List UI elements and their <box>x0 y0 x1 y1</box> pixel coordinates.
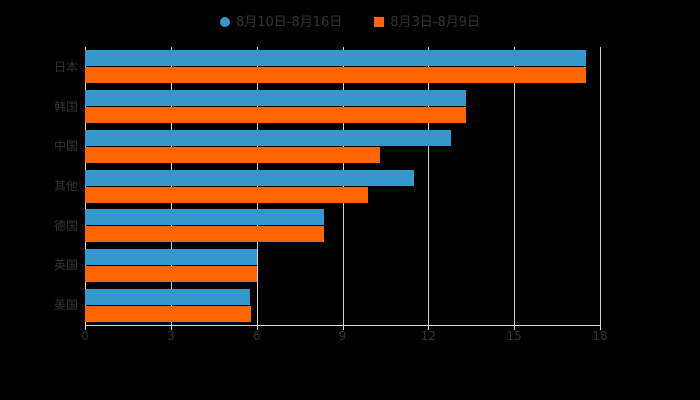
bar-0[interactable] <box>85 90 466 107</box>
bar-1[interactable] <box>85 146 380 163</box>
legend-item-series-1[interactable]: 8月3日-8月9日 <box>374 16 480 29</box>
x-tick-label-12: 12 <box>420 329 436 343</box>
legend-label-series-0: 8月10日-8月16日 <box>235 14 343 30</box>
x-axis-tick-labels: 0 3 6 9 12 15 18 <box>0 330 700 350</box>
y-axis-label-6: 美国 <box>53 298 78 313</box>
legend-swatch-circle-icon <box>219 17 230 27</box>
bar-group <box>85 248 600 282</box>
bar-1[interactable] <box>85 67 586 84</box>
y-axis-label-5: 英国 <box>53 258 78 273</box>
x-tick-mark-15 <box>514 325 516 330</box>
y-axis-label-1: 韩国 <box>53 99 78 114</box>
x-tick-label-9: 9 <box>338 329 347 343</box>
x-tick-label-0: 0 <box>81 329 89 343</box>
x-tick-mark-0 <box>85 325 86 330</box>
bar-1[interactable] <box>85 107 466 124</box>
y-axis-label-3: 其他 <box>53 179 78 193</box>
legend-label-series-1: 8月3日-8月9日 <box>390 14 481 30</box>
bar-group <box>85 50 600 84</box>
bar-1[interactable] <box>85 305 251 322</box>
legend-swatch-square-icon <box>374 17 385 27</box>
y-axis-label-2: 中国 <box>53 139 78 154</box>
x-tick-label-18: 18 <box>592 329 608 343</box>
x-tick-mark-3 <box>170 325 172 330</box>
x-tick-mark-18 <box>600 325 601 330</box>
gridline-18 <box>600 47 601 325</box>
y-axis-line <box>85 47 86 325</box>
bar-rows <box>85 47 600 325</box>
bar-1[interactable] <box>85 265 257 282</box>
legend-item-series-0[interactable]: 8月10日-8月16日 <box>219 14 343 30</box>
y-axis-label-4: 德国 <box>53 218 78 233</box>
bar-1[interactable] <box>85 226 324 243</box>
bar-group <box>85 169 600 203</box>
plot-area <box>85 47 601 325</box>
x-tick-label-6: 6 <box>252 329 261 343</box>
x-tick-mark-9 <box>342 325 344 330</box>
bar-1[interactable] <box>85 186 369 203</box>
x-tick-mark-6 <box>256 325 258 330</box>
x-tick-label-15: 15 <box>506 329 522 343</box>
bar-group <box>85 129 600 163</box>
bar-0[interactable] <box>85 169 415 186</box>
bar-0[interactable] <box>85 50 586 67</box>
bar-0[interactable] <box>85 129 452 146</box>
bar-group <box>85 209 600 243</box>
bar-group <box>85 90 600 124</box>
x-tick-label-3: 3 <box>167 329 175 343</box>
bar-0[interactable] <box>85 209 324 226</box>
x-tick-mark-12 <box>428 325 430 330</box>
y-axis-category-labels: 日本韩国中国其他德国英国美国 <box>0 47 78 325</box>
bar-0[interactable] <box>85 288 250 305</box>
bar-0[interactable] <box>85 248 257 265</box>
bar-group <box>85 288 600 322</box>
y-axis-label-0: 日本 <box>53 59 78 74</box>
chart-legend: 8月10日-8月16日 8月3日-8月9日 <box>0 10 700 34</box>
